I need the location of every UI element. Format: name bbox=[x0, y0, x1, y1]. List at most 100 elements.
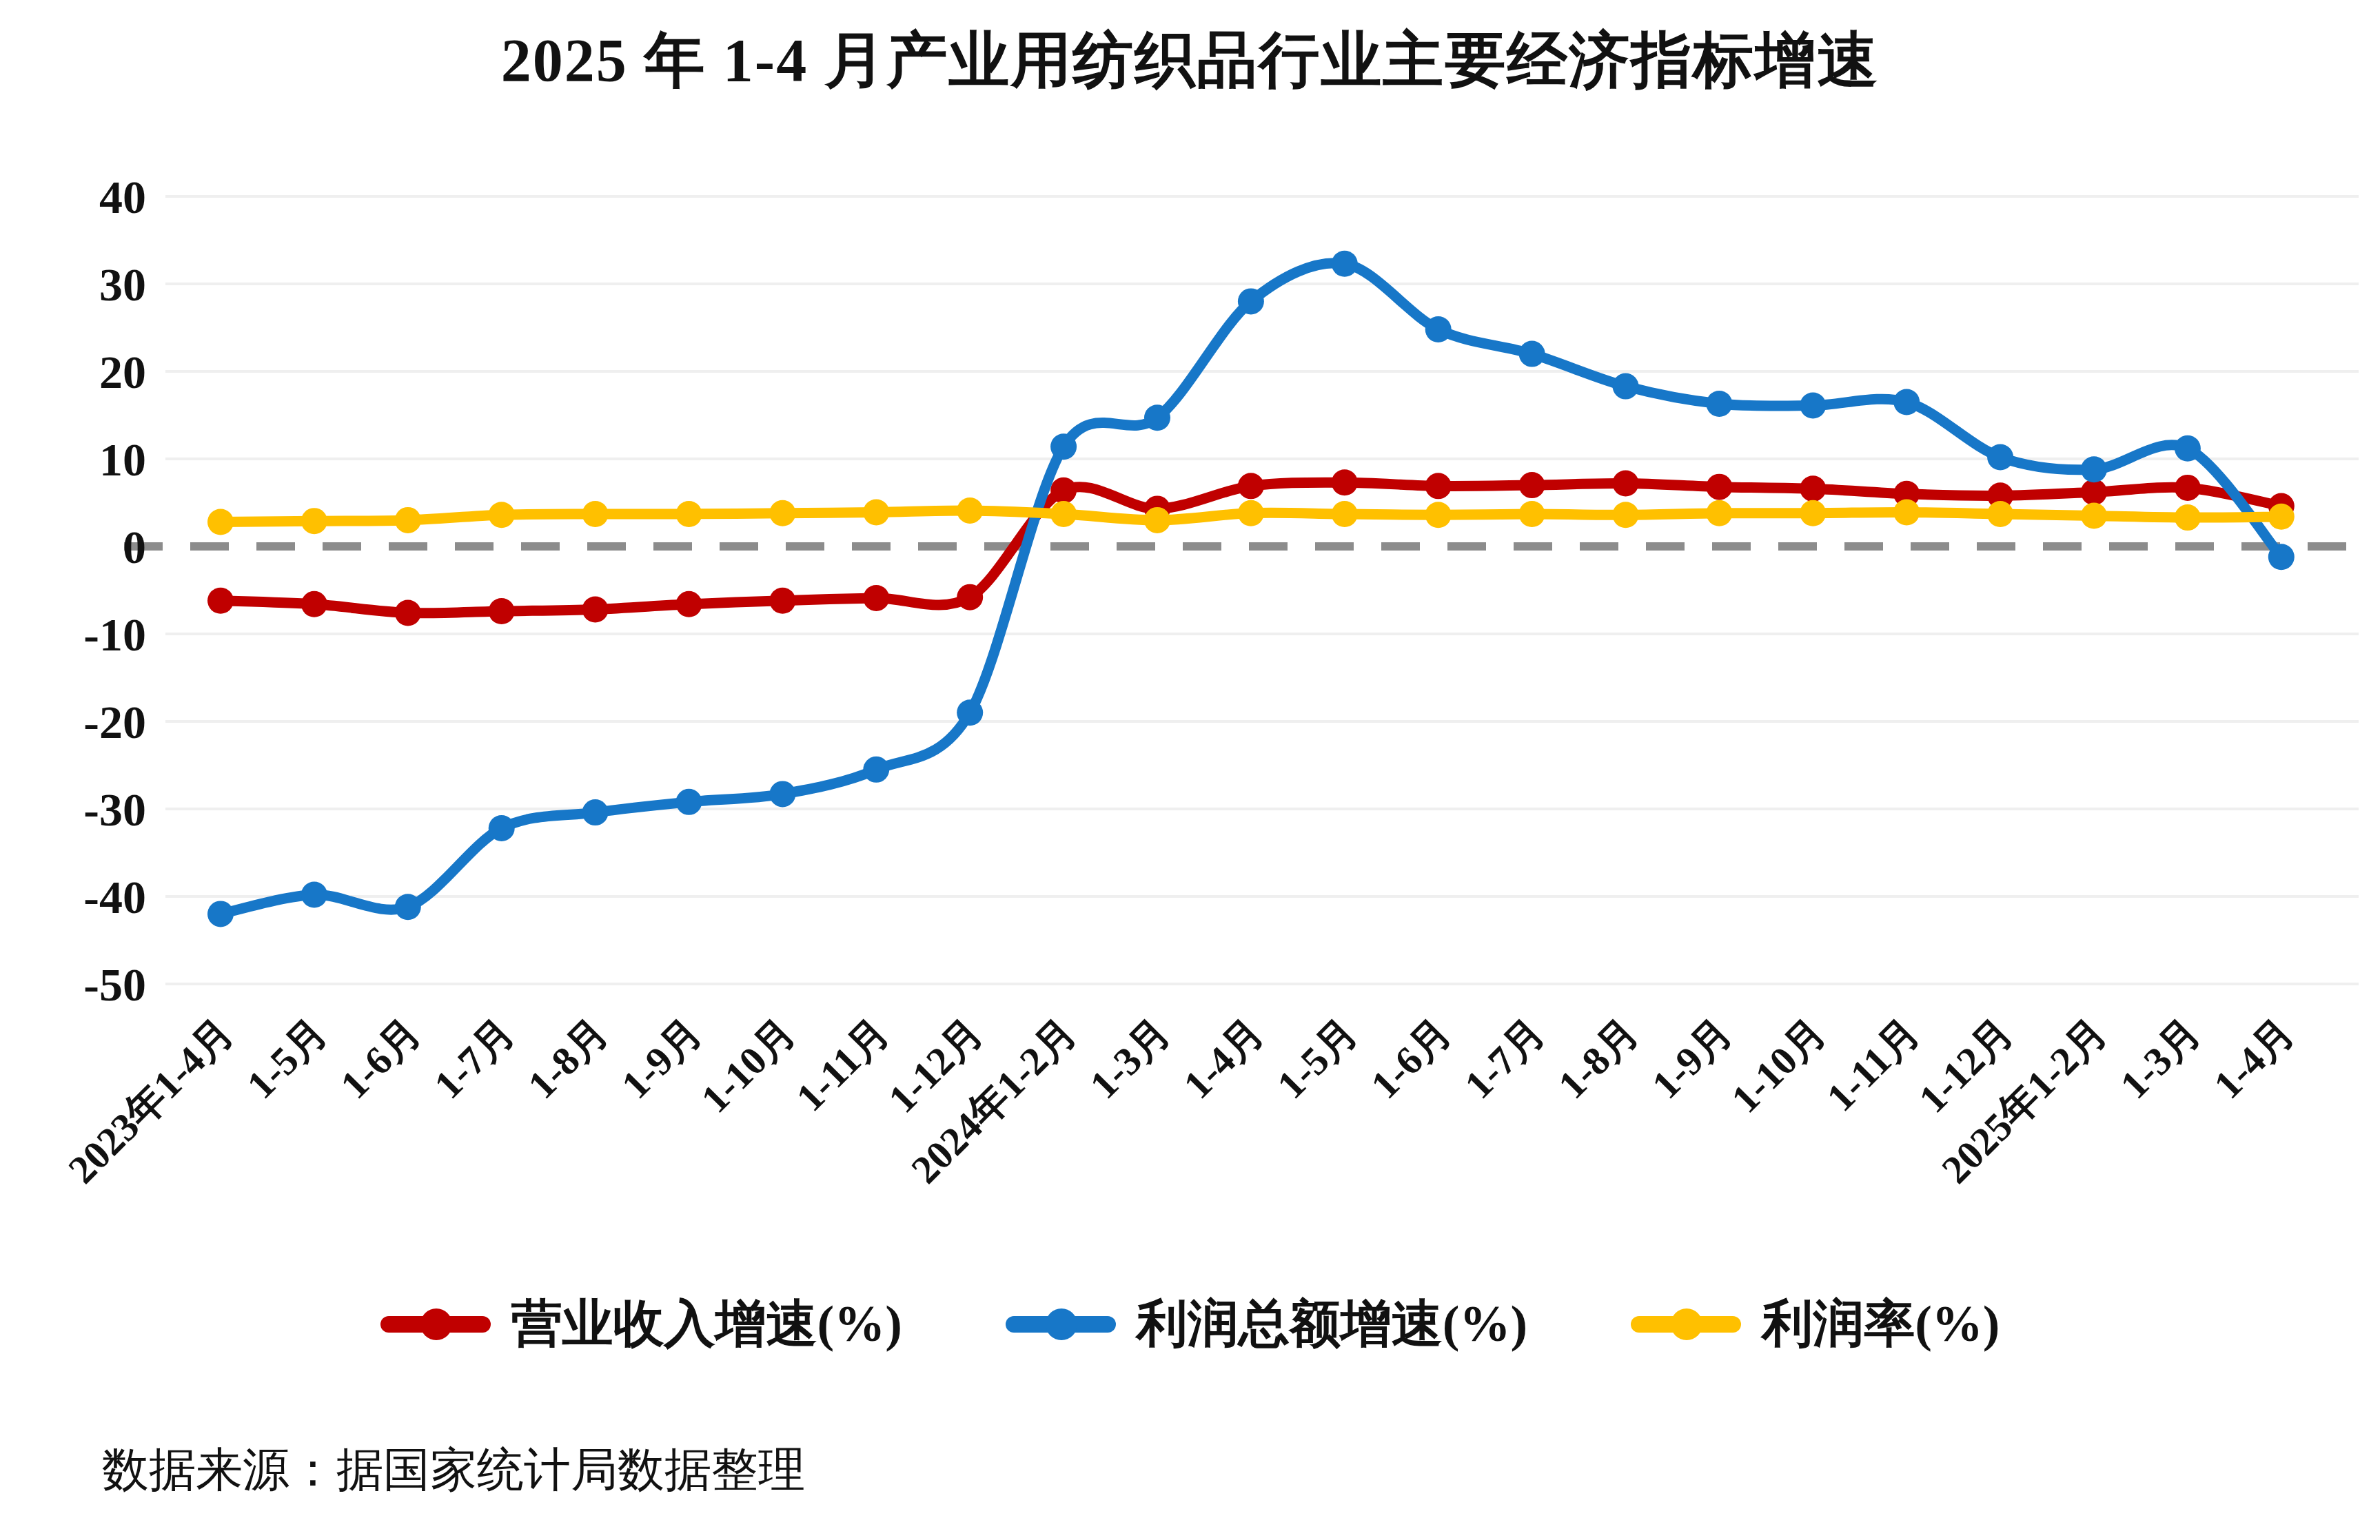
x-tick-label: 1-10月 bbox=[1722, 1009, 1834, 1121]
x-tick-label: 1-6月 bbox=[332, 1009, 429, 1107]
data-point bbox=[1238, 288, 1264, 314]
data-point bbox=[1144, 507, 1170, 533]
data-point bbox=[769, 500, 795, 526]
data-point bbox=[395, 507, 421, 533]
data-point bbox=[1613, 502, 1639, 528]
chart-page: 2025 年 1-4 月产业用纺织品行业主要经济指标增速 403020100-1… bbox=[0, 0, 2380, 1540]
data-point bbox=[1800, 393, 1826, 419]
data-point bbox=[395, 600, 421, 626]
legend-item-profit-total: 利润总额增速(%) bbox=[1006, 1290, 1527, 1359]
data-point bbox=[769, 781, 795, 807]
data-point bbox=[489, 815, 515, 841]
data-point bbox=[1519, 341, 1545, 367]
data-point bbox=[489, 502, 515, 528]
data-point bbox=[1050, 433, 1077, 460]
data-point bbox=[582, 799, 609, 825]
data-point bbox=[207, 509, 234, 535]
x-tick-label: 1-3月 bbox=[1081, 1009, 1179, 1107]
x-tick-label: 1-8月 bbox=[519, 1009, 617, 1107]
data-point bbox=[676, 789, 702, 815]
data-point bbox=[1613, 373, 1639, 400]
y-tick-label: -10 bbox=[83, 608, 146, 661]
source-note: 数据来源：据国家统计局数据整理 bbox=[102, 1439, 805, 1501]
data-point bbox=[395, 894, 421, 920]
data-point bbox=[207, 588, 234, 614]
data-point bbox=[957, 699, 983, 726]
x-tick-label: 1-3月 bbox=[2111, 1009, 2209, 1107]
line-chart-canvas: 403020100-10-20-30-40-502023年1-4月1-5月1-6… bbox=[0, 0, 2380, 1282]
x-tick-label: 1-8月 bbox=[1549, 1009, 1647, 1107]
data-point bbox=[1893, 499, 1920, 525]
data-point bbox=[1987, 501, 2013, 527]
data-point bbox=[1519, 501, 1545, 527]
x-tick-label: 1-11月 bbox=[788, 1009, 898, 1120]
data-point bbox=[1144, 404, 1170, 431]
data-point bbox=[1706, 474, 1732, 500]
data-point bbox=[1050, 501, 1077, 527]
legend-marker-profit-total-icon bbox=[1006, 1316, 1116, 1333]
data-point bbox=[676, 591, 702, 617]
data-point bbox=[301, 591, 327, 617]
data-point bbox=[863, 757, 889, 783]
x-tick-label: 1-5月 bbox=[238, 1009, 336, 1107]
data-point bbox=[582, 596, 609, 622]
data-point bbox=[2268, 544, 2295, 570]
legend-label-revenue: 营业收入增速(%) bbox=[511, 1290, 902, 1359]
data-point bbox=[2081, 503, 2107, 529]
series-profit-total-line bbox=[221, 263, 2281, 914]
data-point bbox=[863, 585, 889, 611]
data-point bbox=[1332, 501, 1358, 527]
y-tick-label: 30 bbox=[99, 258, 146, 311]
legend-marker-revenue-icon bbox=[380, 1316, 491, 1333]
data-point bbox=[1987, 444, 2013, 470]
legend-label-profit-total: 利润总额增速(%) bbox=[1137, 1290, 1527, 1359]
legend-item-profit-margin: 利润率(%) bbox=[1631, 1290, 2000, 1359]
y-tick-label: 10 bbox=[99, 433, 146, 486]
data-point bbox=[301, 508, 327, 534]
x-tick-label: 1-7月 bbox=[1456, 1009, 1554, 1107]
data-point bbox=[1050, 478, 1077, 504]
data-point bbox=[1425, 502, 1452, 528]
data-point bbox=[2081, 479, 2107, 505]
data-point bbox=[1238, 473, 1264, 499]
data-point bbox=[957, 497, 983, 524]
x-tick-label: 1-4月 bbox=[1174, 1009, 1272, 1107]
data-point bbox=[676, 501, 702, 527]
y-tick-label: -40 bbox=[83, 871, 146, 923]
legend-marker-profit-margin-icon bbox=[1631, 1316, 1741, 1333]
data-point bbox=[2268, 504, 2295, 530]
x-tick-label: 2023年1-4月 bbox=[60, 1009, 243, 1192]
data-point bbox=[1519, 472, 1545, 498]
y-tick-label: -20 bbox=[83, 696, 146, 748]
y-tick-label: -50 bbox=[83, 958, 146, 1011]
x-tick-label: 1-4月 bbox=[2205, 1009, 2303, 1107]
data-point bbox=[582, 501, 609, 527]
data-point bbox=[769, 588, 795, 614]
data-point bbox=[1425, 473, 1452, 499]
data-point bbox=[1706, 500, 1732, 526]
data-point bbox=[1893, 389, 1920, 415]
legend-label-profit-margin: 利润率(%) bbox=[1762, 1290, 2000, 1359]
x-tick-label: 1-10月 bbox=[692, 1009, 804, 1121]
data-point bbox=[2175, 435, 2201, 462]
x-tick-label: 1-5月 bbox=[1268, 1009, 1366, 1107]
data-point bbox=[1706, 391, 1732, 417]
x-tick-label: 1-7月 bbox=[425, 1009, 523, 1107]
data-point bbox=[957, 584, 983, 610]
data-point bbox=[1800, 500, 1826, 526]
data-point bbox=[1800, 475, 1826, 502]
data-point bbox=[1332, 469, 1358, 495]
data-point bbox=[2081, 456, 2107, 482]
data-point bbox=[489, 598, 515, 624]
legend-item-revenue: 营业收入增速(%) bbox=[380, 1290, 902, 1359]
series-profit-margin bbox=[207, 497, 2295, 535]
y-tick-label: 20 bbox=[99, 346, 146, 398]
x-tick-label: 1-6月 bbox=[1362, 1009, 1460, 1107]
y-tick-label: -30 bbox=[83, 783, 146, 836]
data-point bbox=[863, 499, 889, 525]
y-tick-label: 0 bbox=[123, 521, 146, 573]
data-point bbox=[207, 901, 234, 927]
data-point bbox=[1613, 471, 1639, 497]
data-point bbox=[301, 881, 327, 907]
y-tick-label: 40 bbox=[99, 171, 146, 223]
